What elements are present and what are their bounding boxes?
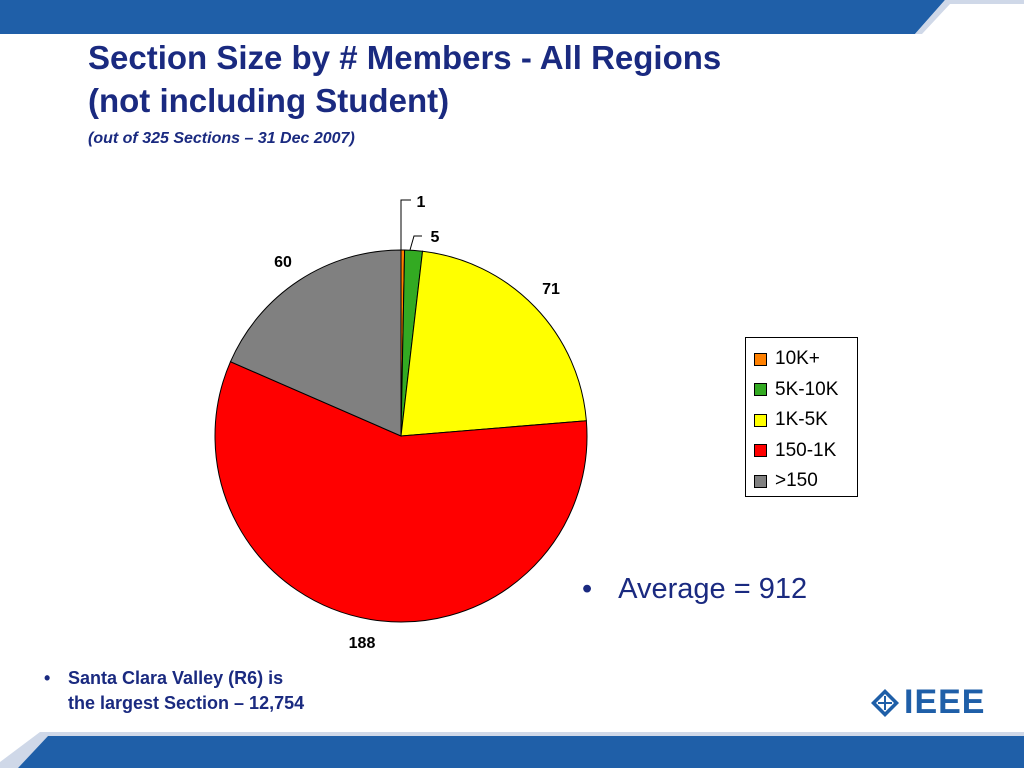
data-label-1k-5k: 71 <box>542 281 560 298</box>
legend-item-5k-10k: 5K-10K <box>754 375 857 406</box>
ieee-logo: IEEE <box>870 683 985 722</box>
legend-swatch <box>754 444 767 458</box>
title-line-2: (not including Student) <box>88 82 450 119</box>
largest-section-note: • Santa Clara Valley (R6) is the largest… <box>44 666 304 716</box>
bottom-decorative-band <box>0 732 1024 768</box>
note-line-2: the largest Section – 12,754 <box>68 693 305 713</box>
pie-slice-150-1k <box>214 361 588 623</box>
legend-label: >150 <box>775 470 818 492</box>
ieee-logo-text: IEEE <box>904 683 986 721</box>
legend-swatch <box>754 474 767 488</box>
data-label-5k-10k: 5 <box>431 229 440 246</box>
bullet-dot: • <box>44 668 51 688</box>
title-line-1: Section Size by # Members - All Regions <box>88 39 722 76</box>
page-title: Section Size by # Members - All Regions … <box>88 36 721 122</box>
data-label-10k-plus: 1 <box>417 194 426 211</box>
bullet-dot: • <box>582 573 593 605</box>
subtitle: (out of 325 Sections – 31 Dec 2007) <box>88 130 355 147</box>
pie-slice-under-150 <box>229 249 402 437</box>
note-line-1: Santa Clara Valley (R6) is <box>68 668 284 688</box>
chart-legend: 10K+ 5K-10K 1K-5K 150-1K >150 <box>745 337 858 497</box>
ieee-diamond-icon <box>871 688 899 717</box>
legend-swatch <box>754 383 767 397</box>
data-label-150-1k: 188 <box>349 635 376 652</box>
pie-slice-1k-5k <box>400 250 587 437</box>
average-text: Average = 912 <box>618 573 808 605</box>
legend-swatch <box>754 352 767 366</box>
average-bullet: • Average = 912 <box>582 573 807 606</box>
legend-label: 10K+ <box>775 348 820 370</box>
top-decorative-band <box>0 0 1024 34</box>
legend-label: 150-1K <box>775 439 837 461</box>
legend-item-150-1k: 150-1K <box>754 436 857 467</box>
data-label-under-150: 60 <box>274 254 292 271</box>
leader-line-5k-10k <box>409 235 422 251</box>
legend-label: 1K-5K <box>775 409 828 431</box>
legend-item-10k-plus: 10K+ <box>754 344 857 375</box>
legend-item-1k-5k: 1K-5K <box>754 405 857 436</box>
legend-label: 5K-10K <box>775 378 839 400</box>
legend-item-under-150: >150 <box>754 466 857 497</box>
legend-swatch <box>754 413 767 427</box>
leader-line-10k-plus <box>400 199 411 250</box>
